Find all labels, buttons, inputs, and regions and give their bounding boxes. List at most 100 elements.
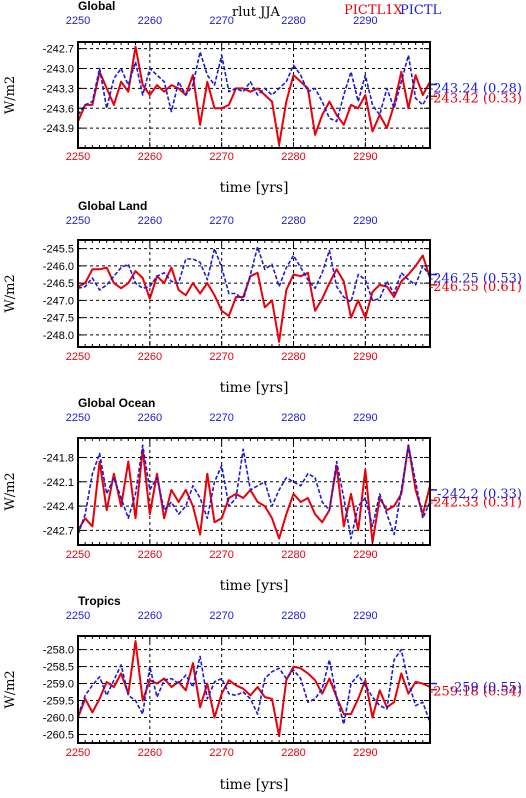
panel-1: Global Land 2250 2260 2270 2280 2290 2250 2260 2… [3,199,522,396]
series-line-blue [77,246,431,303]
y-tick-label: -246.0 [43,261,74,273]
panel-title: Tropics [78,594,121,608]
x-tick-label-blue: 2250 [66,15,90,27]
x-tick-label-red: 2270 [209,151,233,163]
y-tick-label: -247.5 [43,313,74,325]
x-tick-label-red: 2290 [353,151,377,163]
mean-annotation-red: -259.18 (0.54) [429,685,522,700]
y-tick-label: -242.7 [43,44,74,56]
x-tick-label-blue: 2250 [66,610,90,622]
x-tick-label-red: 2270 [209,549,233,561]
y-tick-label: -242.4 [43,501,74,513]
x-tick-label-red: 2290 [353,747,377,759]
plot-frame [77,41,431,149]
x-tick-label-blue: 2270 [209,610,233,622]
y-axis-label: W/m2 [3,76,18,114]
x-tick-label-blue: 2270 [209,412,233,424]
experiment-label-red: PICTL1X [344,3,403,18]
x-tick-label-blue: 2280 [281,215,305,227]
variable-season-title: rlut JJA [232,5,281,20]
x-tick-label-red: 2260 [138,151,162,163]
x-tick-label-blue: 2250 [66,412,90,424]
x-tick-label-blue: 2260 [138,412,162,424]
x-tick-label-red: 2290 [353,351,377,363]
mean-annotation-red: -242.33 (0.31) [429,495,522,510]
x-tick-label-red: 2260 [138,747,162,759]
x-tick-label-blue: 2290 [353,15,377,27]
y-tick-label: -260.0 [43,713,74,725]
x-tick-label-blue: 2270 [209,15,233,27]
series-line-red [77,640,431,738]
y-tick-label: -243.6 [43,103,74,115]
mean-annotation-blue: -242.2 (0.33) [437,487,522,502]
panel-title: Global Ocean [78,396,155,410]
panel-title: Global Land [78,199,147,213]
y-tick-label: -259.0 [43,679,74,691]
mean-annotation-blue: -243.24 (0.28) [429,81,522,96]
series-line-red [77,254,431,343]
panel-title: Global [78,0,115,13]
y-tick-label: -259.5 [43,696,74,708]
y-axis-label: W/m2 [3,670,18,708]
x-tick-label-blue: 2270 [209,215,233,227]
x-tick-label-red: 2260 [138,351,162,363]
x-axis-label: time [yrs] [220,578,289,594]
mean-annotation-red: -243.42 (0.33) [429,91,522,106]
x-tick-label-red: 2270 [209,351,233,363]
panel-3: Tropics 2250 2260 2270 2280 2290 2250 2260 2270 2… [3,594,522,793]
x-tick-label-red: 2250 [66,151,90,163]
series-line-blue [77,51,431,123]
x-tick-label-blue: 2290 [353,412,377,424]
y-tick-label: -245.5 [43,244,74,256]
y-tick-label: -258.5 [43,662,74,674]
series-line-red [77,45,431,146]
x-tick-label-blue: 2250 [66,215,90,227]
x-tick-label-blue: 2280 [281,15,305,27]
y-axis-label: W/m2 [3,274,18,312]
x-tick-label-blue: 2260 [138,610,162,622]
x-tick-label-blue: 2290 [353,610,377,622]
y-tick-label: -243.0 [43,64,74,76]
x-axis-label: time [yrs] [220,380,289,396]
x-tick-label-red: 2280 [281,151,305,163]
x-tick-label-red: 2260 [138,549,162,561]
y-tick-label: -260.5 [43,730,74,742]
y-tick-label: -243.9 [43,123,74,135]
x-axis-label: time [yrs] [220,180,289,196]
x-tick-label-red: 2270 [209,747,233,759]
y-tick-label: -258.0 [43,645,74,657]
x-tick-label-blue: 2280 [281,610,305,622]
series-line-blue [77,648,431,726]
x-tick-label-red: 2280 [281,549,305,561]
x-tick-label-blue: 2280 [281,412,305,424]
mean-annotation-blue: -259 (0.55) [450,681,522,696]
experiment-label-blue: PICTL [400,3,442,18]
panel-0: Global 2250 2260 2270 2280 2290 2250 2260 2270 22… [3,0,522,196]
x-tick-label-blue: 2260 [138,15,162,27]
y-tick-label: -242.7 [43,525,74,537]
plot-frame [77,635,431,744]
y-tick-label: -243.3 [43,83,74,95]
x-tick-label-red: 2250 [66,549,90,561]
y-tick-label: -247.0 [43,295,74,307]
x-tick-label-red: 2250 [66,351,90,363]
y-tick-label: -246.5 [43,278,74,290]
y-axis-label: W/m2 [3,472,18,510]
y-tick-label: -248.0 [43,330,74,342]
x-tick-label-blue: 2260 [138,215,162,227]
plot-frame [77,239,431,348]
series-line-red [77,444,431,544]
mean-annotation-blue: -246.25 (0.53) [429,272,522,287]
mean-annotation-red: -246.55 (0.61) [429,280,522,295]
x-tick-label-red: 2280 [281,747,305,759]
x-tick-label-red: 2280 [281,351,305,363]
y-tick-label: -242.1 [43,477,74,489]
series-line-blue [77,444,431,540]
panel-2: Global Ocean 2250 2260 2270 2280 2290 2250 2260… [3,396,522,594]
x-tick-label-red: 2250 [66,747,90,759]
x-tick-label-blue: 2290 [353,215,377,227]
x-tick-label-red: 2290 [353,549,377,561]
plot-frame [77,437,431,546]
